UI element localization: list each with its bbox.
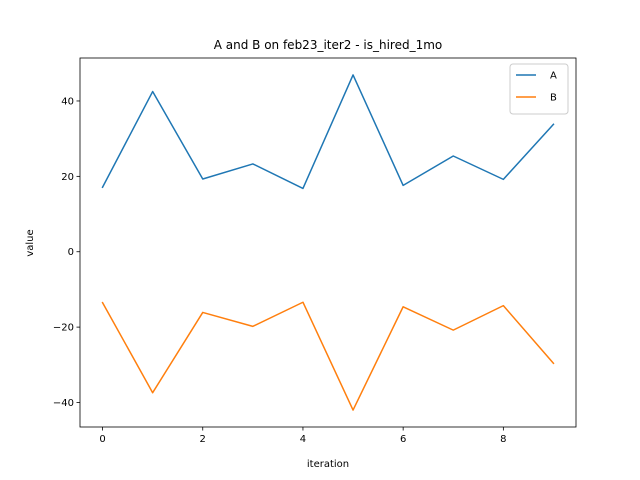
x-axis-label: iteration xyxy=(307,459,349,470)
y-axis: −40 −20 0 20 40 xyxy=(53,96,80,409)
x-tick-label: 2 xyxy=(200,434,206,445)
y-tick-label: −40 xyxy=(53,398,74,409)
y-tick-label: 20 xyxy=(61,172,74,183)
series-line-a xyxy=(101,74,555,190)
chart-title: A and B on feb23_iter2 - is_hired_1mo xyxy=(214,38,443,52)
axes-frame xyxy=(79,57,577,428)
x-tick-label: 6 xyxy=(400,434,406,445)
x-tick-label: 4 xyxy=(300,434,306,445)
y-axis-label: value xyxy=(25,229,36,256)
legend: AB xyxy=(509,63,569,115)
y-tick-label: 0 xyxy=(68,247,74,258)
plot-area xyxy=(79,57,577,428)
series-line-b xyxy=(101,301,555,411)
legend-label-a: A xyxy=(550,71,557,82)
legend-box xyxy=(509,63,569,115)
y-tick-label: 40 xyxy=(61,96,74,107)
x-tick-label: 8 xyxy=(500,434,506,445)
y-tick-label: −20 xyxy=(53,323,74,334)
x-axis: 0 2 4 6 8 xyxy=(99,427,507,445)
legend-label-b: B xyxy=(550,93,557,104)
x-tick-label: 0 xyxy=(99,434,105,445)
series-layer xyxy=(101,74,555,411)
